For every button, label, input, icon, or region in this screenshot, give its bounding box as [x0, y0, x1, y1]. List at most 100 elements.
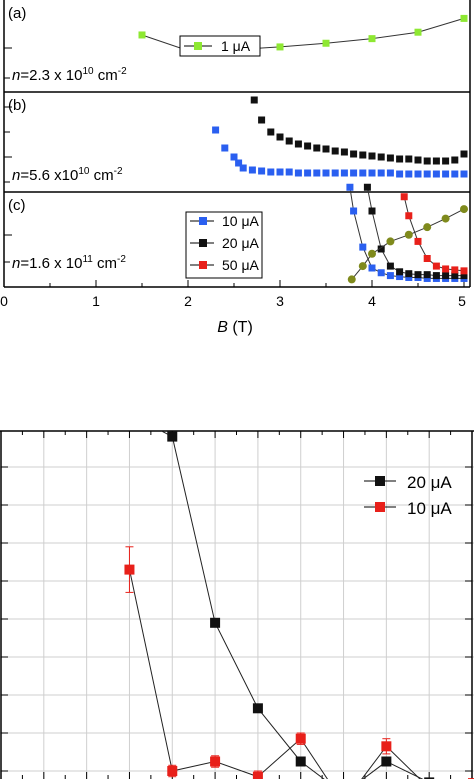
data-point — [359, 169, 367, 177]
data-point — [359, 151, 367, 159]
data-point — [221, 144, 229, 152]
data-point — [381, 741, 392, 752]
data-point — [414, 237, 422, 245]
data-point — [396, 155, 404, 163]
data-point — [267, 168, 275, 176]
data-point — [252, 771, 263, 779]
data-point — [340, 148, 348, 156]
x-tick-label: 5 — [458, 293, 466, 309]
bottom-grid — [0, 431, 474, 779]
legend-bottom: 20 μA 10 μA — [364, 473, 452, 518]
x-axis-label: B (T) — [217, 319, 253, 336]
data-point — [322, 145, 330, 153]
data-point — [276, 133, 284, 141]
legend-bottom-marker — [375, 476, 385, 486]
data-point — [386, 154, 394, 162]
bottom-axis-ticks — [0, 431, 473, 779]
panel-label-b: (b) — [8, 97, 26, 114]
data-point — [294, 140, 302, 148]
x-tick-label: 0 — [0, 293, 8, 309]
data-point — [252, 703, 263, 714]
density-value-c: =1.6 x 10 — [20, 255, 82, 272]
density-value-a: =2.3 x 10 — [20, 67, 82, 84]
x-tick-label: 1 — [92, 293, 100, 309]
data-point — [460, 170, 468, 178]
density-var-a: n — [12, 67, 20, 84]
data-point — [414, 28, 422, 36]
bottom-chart-frame — [0, 430, 474, 779]
data-point — [285, 137, 293, 145]
x-axis-var: B — [217, 319, 228, 336]
x-tick-label: 4 — [368, 293, 376, 309]
data-point — [396, 268, 404, 276]
data-point — [460, 205, 468, 214]
data-point — [400, 193, 408, 201]
data-point — [295, 756, 306, 767]
data-point — [460, 150, 468, 158]
data-point — [381, 756, 392, 767]
data-point — [368, 264, 376, 272]
data-point — [239, 164, 247, 172]
x-axis-unit: (T) — [228, 319, 253, 336]
data-point — [285, 168, 293, 176]
data-point — [405, 212, 413, 220]
legend-c-label: 50 μA — [222, 257, 260, 273]
data-point — [442, 265, 450, 273]
data-point — [167, 431, 178, 442]
data-point — [347, 275, 356, 284]
data-point — [350, 150, 358, 158]
data-point — [322, 169, 330, 177]
data-point — [267, 128, 275, 136]
data-point — [116, 405, 126, 415]
data-point — [368, 152, 376, 160]
density-unit-exp-a: -2 — [118, 66, 127, 77]
density-unit-c: cm — [93, 255, 117, 272]
series-line — [160, 431, 424, 779]
legend-c: 10 μA 20 μA 50 μA — [185, 211, 263, 279]
data-point — [304, 169, 312, 177]
density-annotation-c: n=1.6 x 1011 cm-2 — [12, 254, 126, 272]
panel-label-c: (c) — [8, 197, 26, 214]
legend-c-label: 10 μA — [222, 213, 260, 229]
data-point — [235, 159, 243, 167]
data-point — [423, 157, 431, 165]
density-exp-a: 10 — [82, 66, 94, 77]
x-tick-labels: 0 1 2 3 4 5 — [0, 293, 466, 309]
data-point — [432, 262, 440, 270]
x-tick-label: 3 — [276, 293, 284, 309]
data-point — [386, 237, 395, 246]
bottom-plot-marks — [116, 405, 474, 779]
data-point — [432, 272, 440, 280]
density-exp-b: 10 — [78, 166, 90, 177]
density-unit-a: cm — [94, 67, 118, 84]
legend-a: 1 μA — [179, 35, 261, 57]
data-point — [304, 142, 312, 150]
data-point — [442, 157, 450, 165]
data-point — [386, 262, 394, 270]
legend-bottom-label: 10 μA — [407, 499, 452, 518]
density-value-b: =5.6 x10 — [20, 167, 78, 184]
top-plot-marks — [138, 14, 468, 284]
data-point — [386, 272, 394, 280]
data-point — [368, 249, 376, 258]
data-point — [414, 271, 422, 279]
legend-c-marker — [199, 217, 207, 225]
density-var-b: n — [12, 167, 20, 184]
data-point — [346, 183, 354, 191]
density-annotation-a: n=2.3 x 1010 cm-2 — [12, 66, 127, 84]
legend-c-marker — [199, 261, 207, 269]
density-exp-c: 11 — [82, 254, 93, 265]
data-point — [331, 169, 339, 177]
data-point — [396, 170, 404, 178]
legend-a-marker — [194, 42, 202, 50]
data-point — [331, 147, 339, 155]
data-point — [358, 262, 367, 271]
data-point — [210, 756, 221, 767]
data-point — [276, 43, 284, 51]
data-point — [451, 266, 459, 274]
x-axis-ticks — [3, 280, 465, 287]
data-point — [313, 169, 321, 177]
data-point — [368, 207, 376, 215]
data-point — [230, 153, 238, 161]
data-point — [276, 168, 284, 176]
